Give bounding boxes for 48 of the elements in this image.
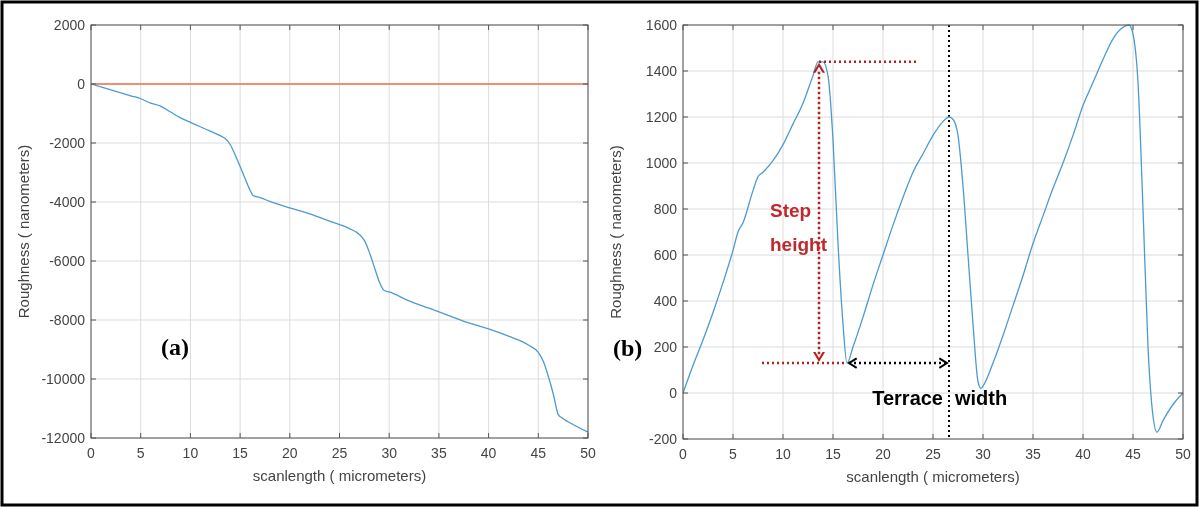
x-axis-title: scanlength ( micrometers) (252, 467, 427, 484)
x-tick-label: 40 (1075, 446, 1091, 462)
y-tick-label: 600 (653, 247, 678, 263)
y-tick-label: 1600 (645, 17, 678, 33)
x-tick-label: 20 (875, 446, 891, 462)
y-tick-label: -12000 (41, 430, 86, 446)
x-tick-label: 50 (1175, 446, 1191, 462)
x-tick-label: 50 (580, 445, 596, 461)
x-tick-label: 10 (775, 446, 791, 462)
y-tick-label: -4000 (49, 194, 86, 210)
x-tick-label: 5 (136, 445, 145, 461)
x-tick-label: 25 (331, 445, 348, 461)
y-axis-title: Roughness ( nanometers) (607, 145, 624, 319)
y-tick-label: 0 (77, 76, 86, 92)
x-axis-title: scanlength ( micrometers) (846, 468, 1020, 485)
x-tick-label: 0 (679, 446, 688, 462)
y-tick-label: 400 (653, 293, 678, 309)
x-tick-label: 20 (282, 445, 298, 461)
x-tick-label: 45 (530, 445, 547, 461)
x-tick-label: 45 (1125, 446, 1141, 462)
x-tick-label: 0 (87, 445, 96, 461)
y-tick-label: 200 (653, 339, 678, 355)
y-tick-label: -2000 (49, 135, 86, 151)
y-tick-label: -6000 (49, 253, 86, 269)
y-tick-label: -8000 (49, 312, 86, 328)
x-tick-label: 5 (729, 446, 738, 462)
y-tick-label: 1000 (645, 155, 678, 171)
x-tick-label: 35 (431, 445, 447, 461)
y-tick-label: 2000 (53, 17, 86, 33)
x-tick-label: 25 (925, 446, 941, 462)
x-tick-label: 15 (232, 445, 249, 461)
y-tick-label: -10000 (41, 371, 86, 387)
y-tick-label: 800 (653, 201, 678, 217)
y-tick-label: 0 (669, 385, 678, 401)
y-axis-title: Roughness ( nanometers) (15, 144, 32, 319)
y-tick-label: 1200 (645, 109, 678, 125)
y-tick-label: -200 (648, 431, 678, 447)
x-tick-label: 30 (975, 446, 991, 462)
x-tick-label: 35 (1025, 446, 1041, 462)
x-tick-label: 10 (182, 445, 199, 461)
x-tick-label: 30 (381, 445, 398, 461)
annotation: (a) (161, 334, 189, 361)
x-tick-label: 40 (480, 445, 497, 461)
x-tick-label: 15 (825, 446, 841, 462)
annotation: Step height (770, 200, 828, 256)
y-tick-label: 1400 (645, 63, 678, 79)
annotation: Terrace width (872, 386, 1008, 409)
text: (b) (613, 335, 643, 362)
